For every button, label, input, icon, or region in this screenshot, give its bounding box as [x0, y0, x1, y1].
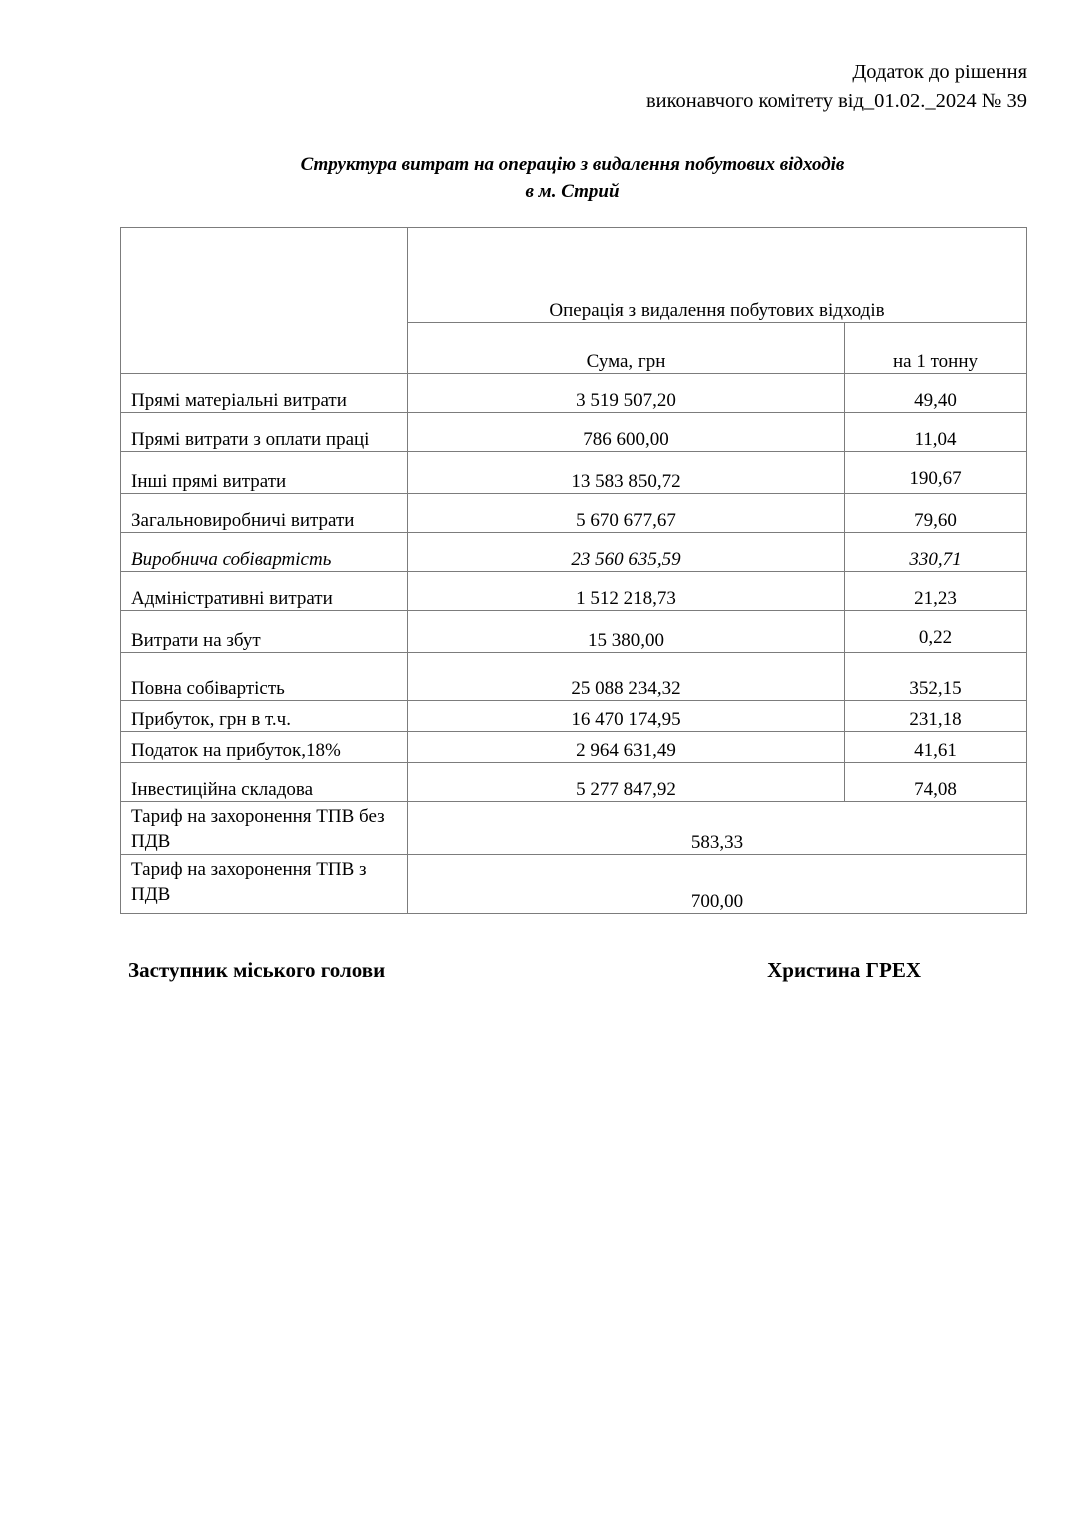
row-value-per-ton: 49,40 — [844, 373, 1027, 413]
header-label-column — [120, 227, 408, 374]
row-label: Тариф на захоронення ТПВ з ПДВ — [120, 854, 408, 915]
row-label: Інші прямі витрати — [120, 451, 408, 494]
row-value-sum: 13 583 850,72 — [407, 451, 845, 494]
row-label: Прямі матеріальні витрати — [120, 373, 408, 413]
table-row: Витрати на збут 15 380,00 0,22 — [120, 610, 1027, 653]
signature-position: Заступник міського голови — [128, 958, 386, 982]
row-label: Прибуток, грн в т.ч. — [120, 700, 408, 732]
row-value-per-ton: 352,15 — [844, 652, 1027, 701]
row-value-per-ton: 231,18 — [844, 700, 1027, 732]
header-col-sum: Сума, грн — [407, 322, 845, 374]
row-label: Прямі витрати з оплати праці — [120, 412, 408, 452]
header-col-per-ton: на 1 тонну — [844, 322, 1027, 374]
row-value-merged: 700,00 — [407, 854, 1027, 915]
row-value-per-ton: 11,04 — [844, 412, 1027, 452]
page-title-line2: в м. Стрий — [525, 180, 620, 202]
row-value-sum: 3 519 507,20 — [407, 373, 845, 413]
row-label: Тариф на захоронення ТПВ без ПДВ — [120, 800, 408, 856]
document-header-line2: виконавчого комітету від_01.02._2024 № 3… — [645, 90, 1027, 113]
row-value-per-ton: 74,08 — [844, 762, 1027, 802]
row-label: Виробнича собівартість — [120, 532, 408, 572]
row-value-per-ton: 330,71 — [844, 532, 1027, 572]
row-label: Витрати на збут — [120, 610, 408, 653]
table-row: Прямі витрати з оплати праці 786 600,00 … — [120, 412, 1027, 452]
row-value-sum: 5 277 847,92 — [407, 762, 845, 802]
row-label: Адміністративні витрати — [120, 571, 408, 611]
table-row: Прибуток, грн в т.ч. 16 470 174,95 231,1… — [120, 700, 1027, 732]
table-header-row-top: Операція з видалення побутових відходів — [120, 227, 1027, 374]
row-value-per-ton: 0,22 — [844, 610, 1027, 653]
row-value-sum: 16 470 174,95 — [407, 700, 845, 732]
row-value-per-ton: 41,61 — [844, 731, 1027, 763]
row-label: Повна собівартість — [120, 652, 408, 701]
row-value-per-ton: 21,23 — [844, 571, 1027, 611]
page-title-line1: Структура витрат на операцію з видалення… — [300, 154, 845, 175]
signature-name: Христина ГРЕХ — [767, 958, 921, 982]
row-value-sum: 23 560 635,59 — [407, 532, 845, 572]
table-row: Загальновиробничі витрати 5 670 677,67 7… — [120, 493, 1027, 533]
table-row-total: Повна собівартість 25 088 234,32 352,15 — [120, 652, 1027, 701]
row-value-sum: 25 088 234,32 — [407, 652, 845, 701]
table-row-tariff: Тариф на захоронення ТПВ з ПДВ 700,00 — [120, 854, 1027, 915]
cost-structure-table: Операція з видалення побутових відходів … — [120, 227, 1027, 915]
row-value-per-ton: 79,60 — [844, 493, 1027, 533]
row-label: Інвестиційна складова — [120, 762, 408, 802]
row-label: Податок на прибуток,18% — [120, 731, 408, 763]
row-value-per-ton: 190,67 — [844, 451, 1027, 494]
row-label: Загальновиробничі витрати — [120, 493, 408, 533]
row-value-sum: 15 380,00 — [407, 610, 845, 653]
row-value-sum: 1 512 218,73 — [407, 571, 845, 611]
row-value-sum: 5 670 677,67 — [407, 493, 845, 533]
header-operation-title: Операція з видалення побутових відходів — [407, 227, 1027, 323]
table-header-row-sub: Сума, грн на 1 тонну — [121, 322, 1027, 374]
table-row: Прямі матеріальні витрати 3 519 507,20 4… — [120, 373, 1027, 413]
document-header: Додаток до рішення виконавчого комітету … — [0, 58, 1027, 116]
signature-block: Заступник міського голови Христина ГРЕХ — [128, 958, 1026, 983]
row-value-merged: 583,33 — [407, 800, 1027, 856]
document-header-line1: Додаток до рішення — [852, 61, 1027, 83]
page-title: Структура витрат на операцію з видалення… — [120, 152, 1025, 206]
table-row-tariff: Тариф на захоронення ТПВ без ПДВ 583,33 — [120, 800, 1027, 856]
table-row: Адміністративні витрати 1 512 218,73 21,… — [120, 571, 1027, 611]
table-row: Податок на прибуток,18% 2 964 631,49 41,… — [120, 731, 1027, 763]
table-row: Інші прямі витрати 13 583 850,72 190,67 — [120, 451, 1027, 494]
table-row: Інвестиційна складова 5 277 847,92 74,08 — [120, 762, 1027, 802]
table-row-subtotal: Виробнича собівартість 23 560 635,59 330… — [120, 532, 1027, 572]
row-value-sum: 786 600,00 — [407, 412, 845, 452]
row-value-sum: 2 964 631,49 — [407, 731, 845, 763]
